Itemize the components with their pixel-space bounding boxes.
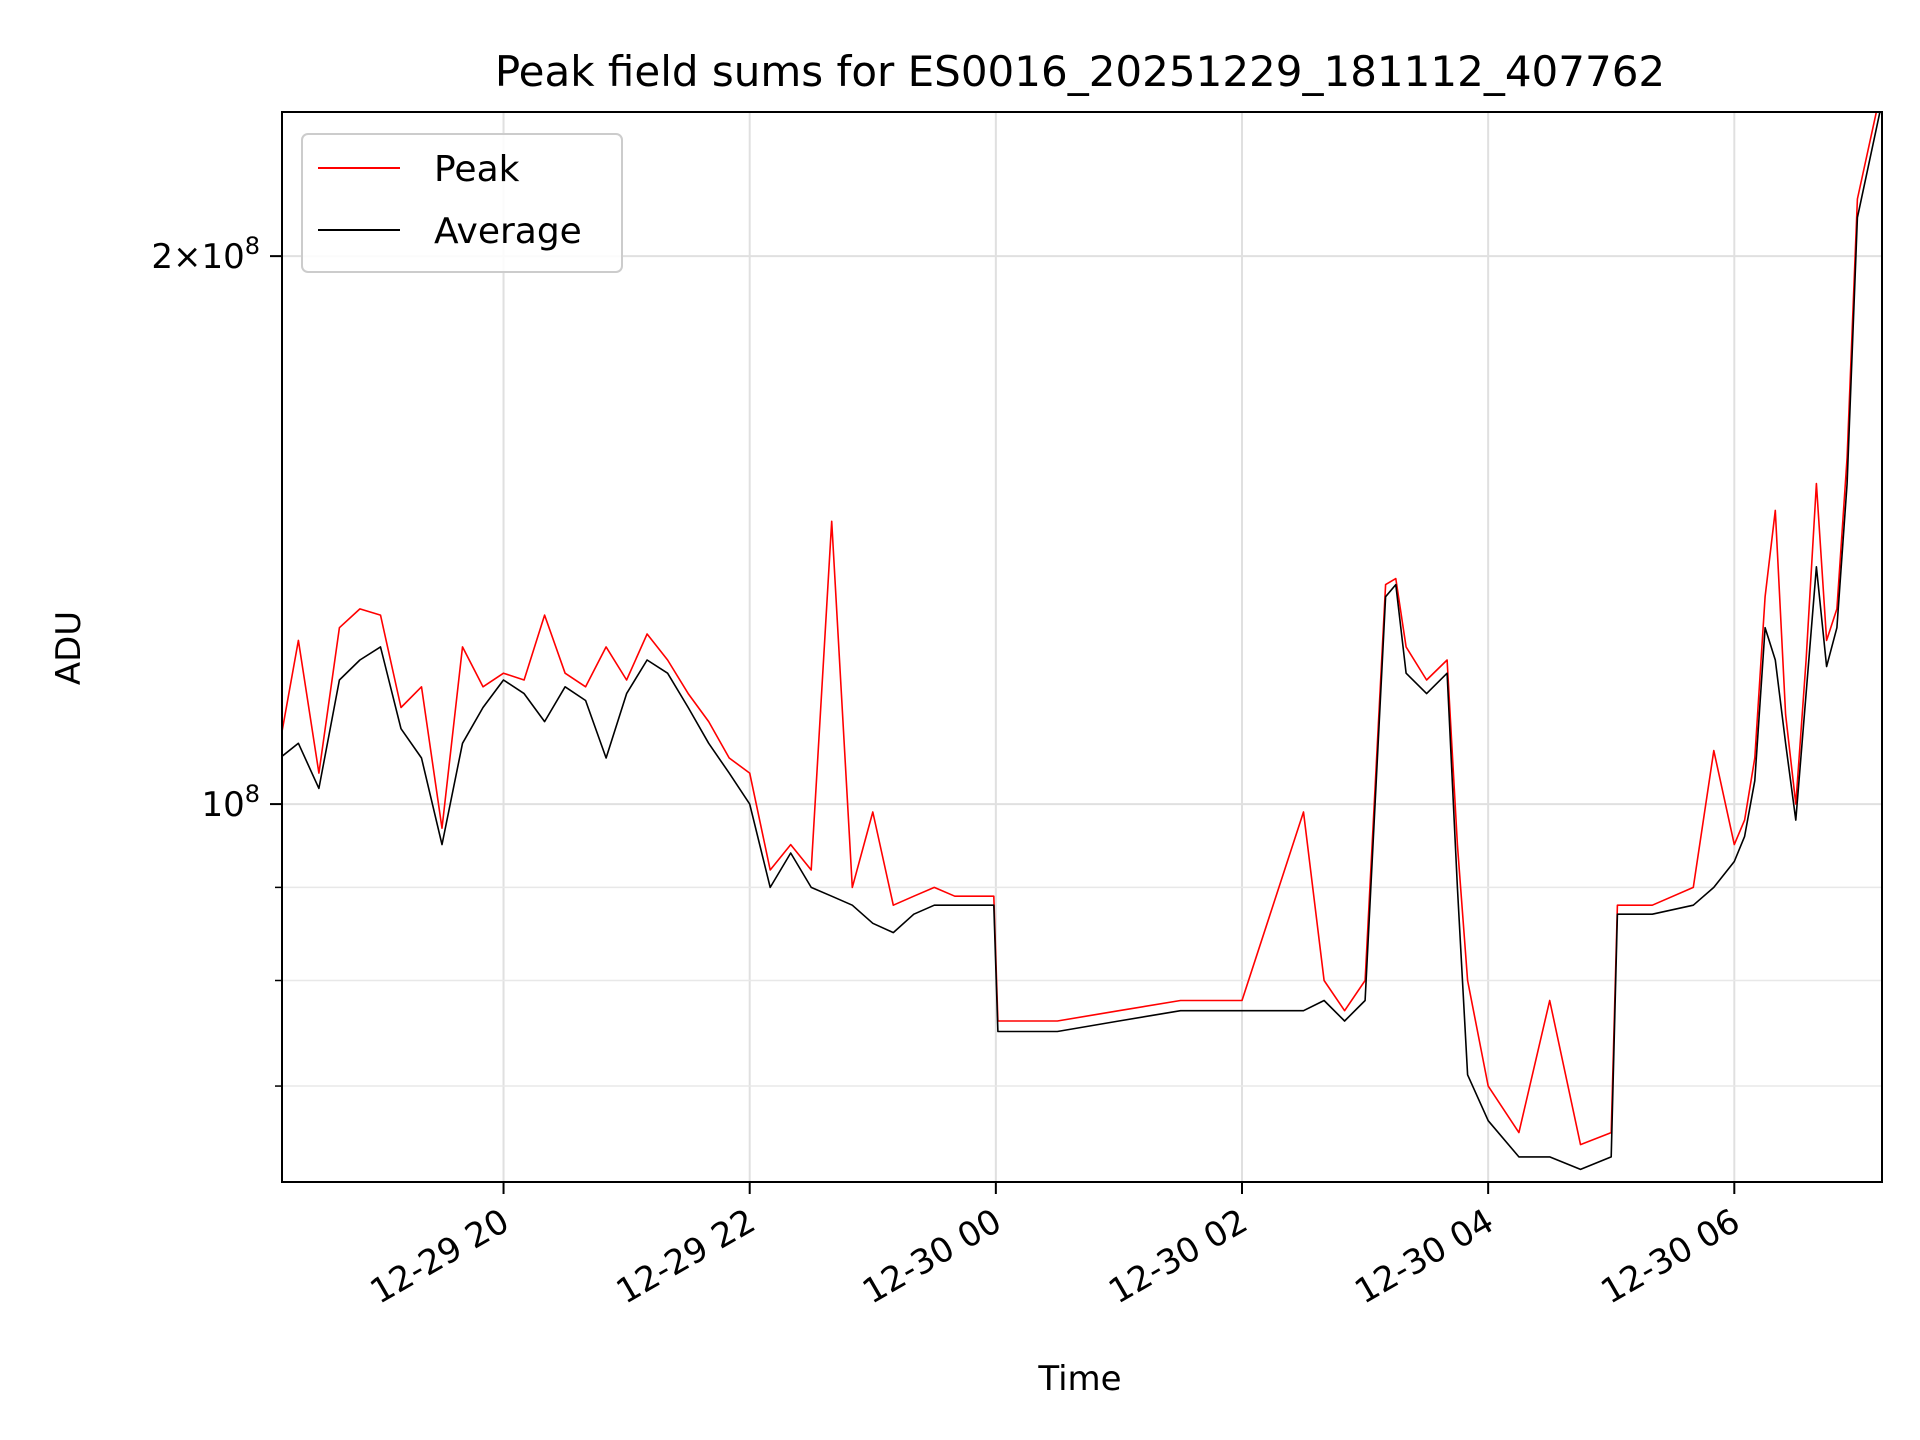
- legend: Peak Average: [301, 133, 623, 273]
- series-line-average: [282, 112, 1881, 1171]
- plot-frame: [281, 111, 1883, 1183]
- legend-average-label: Average: [434, 211, 582, 252]
- series-line-peak: [282, 112, 1878, 1146]
- chart-title: Peak field sums for ES0016_20251229_1811…: [495, 47, 1665, 96]
- legend-peak-label: Peak: [434, 149, 520, 190]
- x-axis-title: Time: [1037, 1359, 1121, 1399]
- y-tick-label: 2×108: [151, 232, 260, 277]
- series-layer: [282, 112, 1881, 1171]
- y-tick-label: 108: [201, 780, 260, 825]
- y-axis-title: ADU: [49, 611, 89, 685]
